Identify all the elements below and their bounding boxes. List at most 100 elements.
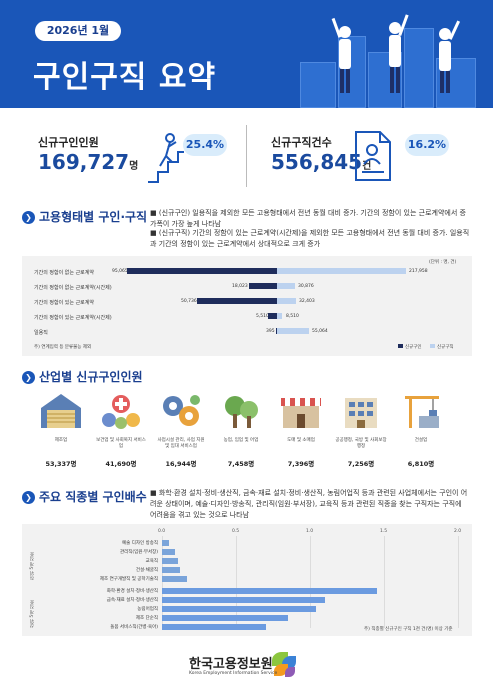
gridline: [384, 536, 385, 628]
industry-item: 농업, 임업 및 어업 7,458명: [215, 392, 267, 468]
employment-openings-bar: [249, 283, 277, 289]
occupation-bar: [162, 624, 266, 630]
building-illustration: [300, 62, 336, 108]
industry-name: 사업시설 관리, 사업 지원 및 임대 서비스업: [157, 438, 205, 449]
occupation-category-label: 금속·재료 설치·정비·생산직: [106, 598, 158, 603]
openings-change-badge: 25.4%: [183, 134, 227, 156]
stats-divider: [246, 125, 247, 187]
construction-crane-icon: [405, 396, 439, 428]
industry-value: 6,810명: [407, 460, 435, 468]
employment-seekers-bar: [277, 283, 295, 289]
new-openings-value: 169,727명: [38, 150, 138, 174]
occupation-bar: [162, 606, 316, 612]
employment-openings-bar: [127, 268, 277, 274]
gridline: [236, 536, 237, 628]
employment-section-title-text: 고용형태별 구인·구직: [39, 210, 148, 224]
gridline: [310, 536, 311, 628]
header-banner: 2026년 1월 구인구직 요약: [0, 0, 493, 108]
employment-seekers-value: 32,403: [299, 299, 315, 304]
employment-note-2: ■ (신규구직) 기간의 정함이 있는 근로계약(시간제)을 제외한 모든 고용…: [150, 229, 470, 248]
industry-item: 보건업 및 사회복지 서비스업 41,690명: [95, 392, 147, 468]
employment-note-1: ■ (신규구인) 일용직을 제외한 모든 고용형태에서 전년 동월 대비 증가.…: [150, 209, 466, 228]
employment-row-label: 기간의 정함이 없는 근로계약(시간제): [34, 285, 112, 291]
occupation-category-label: 교육직: [145, 559, 158, 564]
legend-seekers-label: 신규구직: [437, 345, 454, 350]
employment-openings-bar: [268, 313, 277, 319]
industry-item: 도매 및 소매업 7,396명: [275, 392, 327, 468]
occupation-bar: [162, 567, 180, 573]
employment-seekers-value: 30,876: [298, 284, 314, 289]
x-axis-tick-label: 2.0: [454, 529, 462, 534]
page-title: 구인구직 요약: [33, 60, 217, 95]
industry-name: 제조업: [54, 438, 68, 443]
employment-seekers-value: 217,958: [409, 269, 428, 274]
occupation-category-label: 예술 디자인 방송직: [122, 541, 158, 546]
x-axis-tick-label: 0.0: [158, 529, 166, 534]
occupation-section-title-text: 주요 직종별 구인배수: [39, 490, 147, 504]
organization-logo: [270, 650, 300, 680]
employment-footnote: 주) 연계입력 등 분류불능 제외: [34, 345, 92, 350]
industry-value: 16,944명: [165, 460, 197, 468]
cheering-people-illustration: [331, 14, 461, 93]
new-seekers-number: 556,845: [271, 150, 363, 174]
new-seekers-unit: 건: [362, 161, 372, 172]
employment-row-label: 기간의 정함이 있는 근로계약(시간제): [34, 315, 112, 321]
employment-note-2-text: (신규구직) 기간의 정함이 있는 근로계약(시간제)을 제외한 모든 고용형태…: [150, 229, 470, 248]
new-openings-unit: 명: [129, 161, 139, 172]
industry-name: 농업, 임업 및 어업: [223, 438, 259, 443]
new-seekers-value: 556,845건: [271, 150, 371, 174]
employment-section-title: ❯ 고용형태별 구인·구직: [22, 208, 147, 225]
employment-note-1-text: (신규구인) 일용직을 제외한 모든 고용형태에서 전년 동월 대비 증가. 기…: [150, 209, 466, 228]
occupation-category-label: 건설·채굴직: [135, 568, 158, 573]
organization-name: 한국고용정보원: [189, 657, 273, 672]
employment-row-label: 기간의 정함이 있는 근로계약: [34, 300, 94, 306]
legend-openings-label: 신규구인: [405, 345, 422, 350]
occupation-footnote: 주) 직종별 신규구인 구직 1천 건(명) 이상 기준: [364, 627, 453, 632]
legend-openings-swatch: [398, 344, 403, 348]
occupation-category-label: 농림어업직: [137, 607, 158, 612]
industry-name: 공공행정, 국방 및 사회보장 행정: [335, 438, 387, 449]
occupation-category-label: 제조 연구개발직 및 공학기술직: [99, 577, 158, 582]
tree-icon: [225, 396, 258, 428]
occupation-category-label: 관리직(임원·부서장): [119, 550, 158, 555]
employment-seekers-bar: [277, 298, 296, 304]
x-axis-tick-label: 0.5: [232, 529, 240, 534]
new-openings-label: 신규구인인원: [38, 136, 99, 149]
employment-seekers-bar: [277, 328, 309, 334]
employment-seekers-bar: [277, 313, 282, 319]
occupation-category-label: 돌봄 서비스직(간병·육아): [110, 625, 158, 630]
industry-name: 보건업 및 사회복지 서비스업: [96, 438, 146, 449]
industry-name: 도매 및 소매업: [287, 438, 315, 443]
occupation-section-title: ❯ 주요 직종별 구인배수: [22, 488, 147, 505]
industry-item: 사업시설 관리, 사업 지원 및 임대 서비스업 16,944명: [155, 392, 207, 468]
industry-value: 7,458명: [227, 460, 255, 468]
industry-item: 건설업 6,810명: [395, 392, 447, 468]
occupation-bar: [162, 540, 170, 546]
logo-leaf-purple: [285, 667, 295, 677]
healthcare-people-icon: [102, 395, 140, 429]
industry-section-title-text: 산업별 신규구인인원: [39, 370, 143, 384]
occupation-note: ■ 화학·환경 설치·정비·생산직, 금속·재료 설치·정비·생산직, 농림어업…: [150, 489, 468, 519]
industry-value: 7,256명: [347, 460, 375, 468]
gears-icon: [163, 395, 200, 426]
x-axis-tick-label: 1.5: [380, 529, 388, 534]
industry-section-title: ❯ 산업별 신규구인인원: [22, 368, 143, 385]
storefront-icon: [281, 398, 321, 428]
organization-name-en: Korea Employment Information Service: [189, 671, 278, 676]
employment-unit-label: (단위 : 명, 건): [429, 260, 457, 265]
employment-openings-value: 395: [266, 329, 275, 334]
logo-leaf-orange: [274, 664, 288, 676]
building-illustration: [404, 28, 434, 108]
legend-seekers: 신규구직: [430, 344, 454, 350]
occupation-bar: [162, 597, 325, 603]
industry-item: 공공행정, 국방 및 사회보장 행정 7,256명: [335, 392, 387, 468]
new-seekers-label: 신규구직건수: [271, 136, 332, 149]
seekers-change-badge: 16.2%: [405, 134, 449, 156]
occupation-note-text: 화학·환경 설치·정비·생산직, 금속·재료 설치·정비·생산직, 농림어업직 …: [150, 489, 468, 519]
employment-openings-value: 18,023: [232, 284, 248, 289]
employment-openings-bar: [197, 298, 277, 304]
occupation-bar: [162, 588, 377, 594]
new-openings-number: 169,727: [38, 150, 130, 174]
occupation-bar: [162, 576, 188, 582]
industry-value: 41,690명: [105, 460, 137, 468]
